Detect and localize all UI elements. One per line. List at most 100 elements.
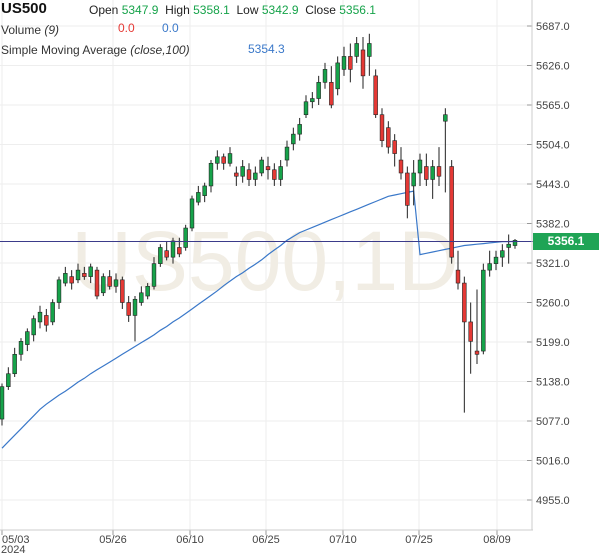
candle-body [291, 133, 296, 145]
candle-body [493, 256, 499, 264]
candle-body [284, 146, 290, 161]
candle-body [37, 311, 43, 323]
candle-body [297, 124, 302, 135]
y-tick-label: 5443.0 [536, 179, 570, 191]
candle-body [202, 185, 207, 196]
candle [265, 156, 271, 180]
candle-body [12, 354, 17, 375]
candle [25, 328, 30, 352]
candle-body [348, 56, 353, 70]
candle [151, 257, 157, 290]
close-value: 5356.1 [339, 3, 376, 17]
candle-body [6, 373, 11, 387]
candle-body [253, 172, 258, 180]
candle [474, 289, 480, 365]
low-value: 5342.9 [261, 3, 299, 17]
candle-body [44, 315, 49, 326]
candle-body [316, 82, 321, 99]
candle [145, 283, 150, 300]
candle [310, 92, 315, 109]
x-tick-label: 07/25 [405, 534, 433, 546]
candle-body [196, 192, 201, 203]
y-tick-label: 5199.0 [536, 337, 570, 349]
candle-body [208, 162, 214, 187]
candle-body [215, 156, 220, 164]
candle [0, 383, 5, 426]
candle-body [107, 276, 112, 287]
candle [158, 244, 163, 267]
y-tick-label: 5260.0 [536, 298, 570, 310]
y-tick-label: 5504.0 [536, 140, 570, 152]
candle [297, 117, 302, 141]
candle-body [398, 159, 404, 174]
candle-body [379, 114, 385, 141]
candle-body [139, 292, 144, 303]
candle-body [354, 43, 359, 57]
y-tick-label: 5382.0 [536, 219, 570, 231]
candle [455, 250, 461, 290]
candle-body [436, 166, 442, 177]
low-label: Low [236, 3, 259, 17]
candle [94, 266, 100, 300]
candle [6, 367, 11, 390]
candle [221, 153, 226, 170]
candle-body [329, 82, 334, 106]
candle-body [63, 273, 68, 284]
candle [373, 69, 378, 118]
volume-legend[interactable]: Volume (9) [1, 23, 59, 37]
candle-body [455, 269, 461, 284]
candle [50, 299, 55, 326]
candle-body [94, 269, 100, 297]
sma-layer [1, 190, 516, 449]
candle-body [278, 166, 283, 180]
candle [272, 163, 277, 186]
candle-body [341, 56, 347, 70]
candle [69, 270, 74, 290]
candle [379, 108, 385, 148]
y-tick-label: 4955.0 [536, 495, 570, 507]
candle-body [373, 75, 378, 116]
candle-body [430, 166, 435, 180]
sma-legend[interactable]: Simple Moving Average (close,100) [1, 43, 190, 57]
candle-body [221, 156, 226, 164]
candle [449, 160, 454, 264]
candle-body [449, 166, 454, 258]
candle [56, 276, 62, 309]
candle-body [259, 159, 264, 174]
candle-body [31, 318, 36, 336]
candle-body [132, 298, 138, 316]
y-tick-label: 5138.0 [536, 377, 570, 389]
candle-body [170, 240, 176, 258]
y-tick-label: 5565.0 [536, 100, 570, 112]
x-tick-label: 06/25 [252, 534, 280, 546]
candle-body [265, 166, 271, 171]
candle [341, 46, 347, 76]
candle-body [101, 276, 106, 294]
candle-body [335, 62, 340, 90]
candle [63, 266, 68, 287]
candle-body [113, 279, 119, 287]
candle [101, 273, 106, 297]
candle [398, 147, 404, 180]
candle-body [50, 302, 55, 323]
candle-body [506, 243, 511, 248]
candle-body [411, 172, 416, 187]
candle-body [120, 279, 125, 303]
candle-body [392, 140, 397, 154]
candle-body [25, 331, 30, 345]
volume-param: (9) [44, 23, 60, 37]
x-tick-label: 08/09 [483, 534, 511, 546]
candle [506, 234, 511, 264]
candle-body [0, 386, 5, 420]
candle [436, 147, 442, 186]
y-tick-label: 5687.0 [536, 21, 570, 33]
candle [44, 308, 49, 332]
grid [0, 0, 533, 530]
candle [202, 182, 207, 203]
candle-body [512, 240, 518, 246]
candle-body [126, 302, 131, 316]
candle [411, 160, 416, 206]
candle [417, 153, 423, 186]
